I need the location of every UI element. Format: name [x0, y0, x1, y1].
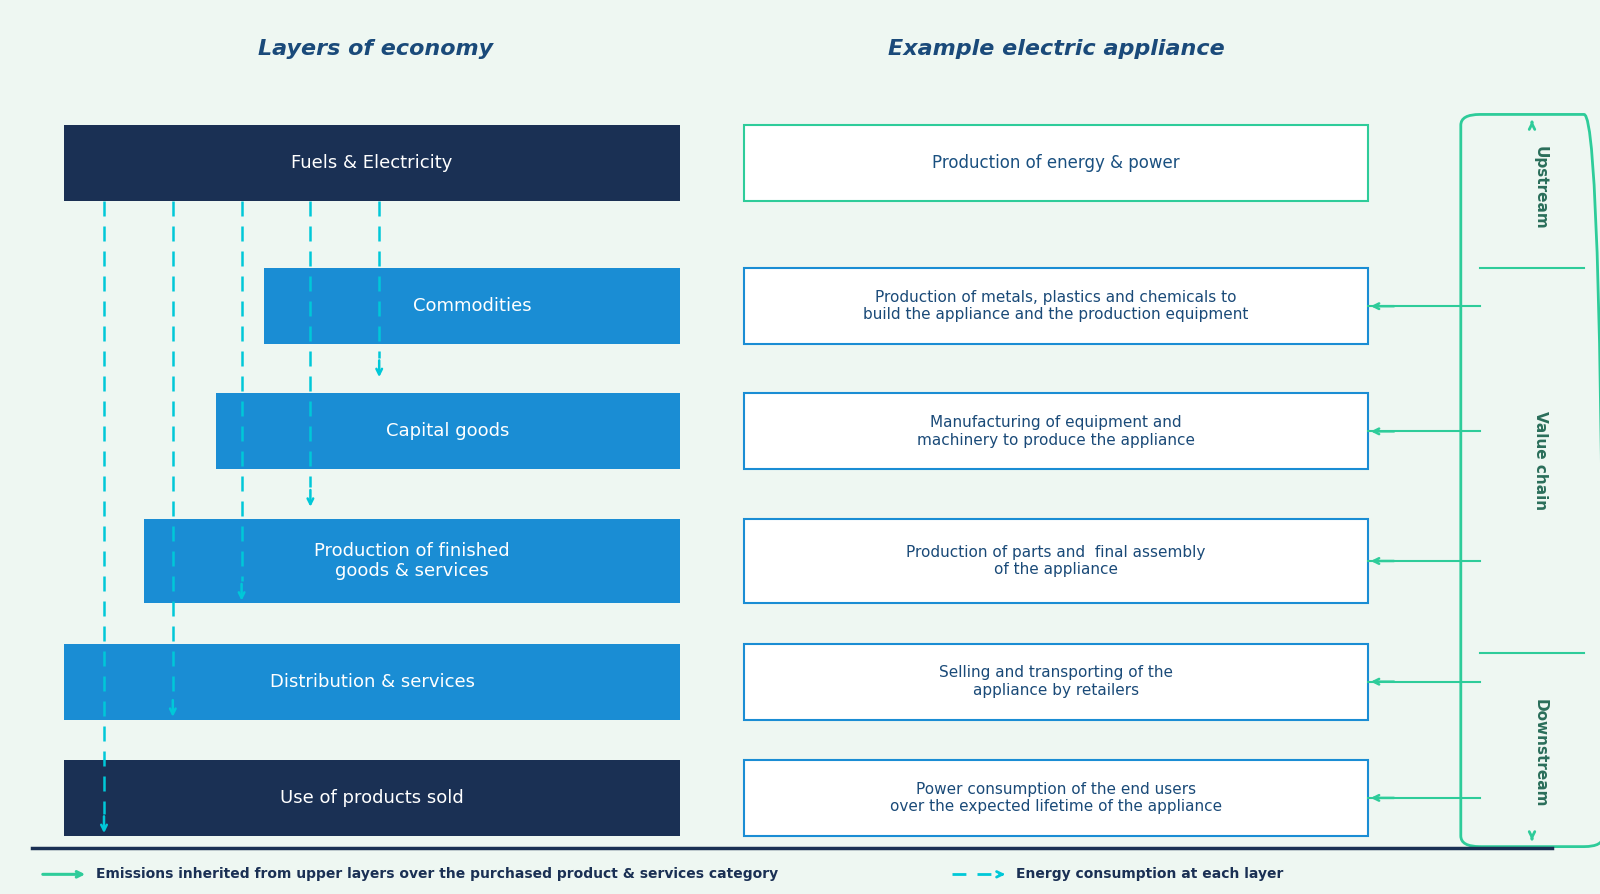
Text: Upstream: Upstream [1533, 146, 1547, 230]
FancyBboxPatch shape [64, 760, 680, 836]
FancyBboxPatch shape [744, 760, 1368, 836]
Text: Manufacturing of equipment and
machinery to produce the appliance: Manufacturing of equipment and machinery… [917, 415, 1195, 448]
Text: Layers of economy: Layers of economy [259, 39, 493, 59]
Text: Example electric appliance: Example electric appliance [888, 39, 1224, 59]
Text: Production of metals, plastics and chemicals to
build the appliance and the prod: Production of metals, plastics and chemi… [864, 290, 1248, 323]
FancyBboxPatch shape [744, 644, 1368, 720]
FancyBboxPatch shape [216, 393, 680, 469]
Text: Emissions inherited from upper layers over the purchased product & services cate: Emissions inherited from upper layers ov… [96, 867, 778, 881]
Text: Use of products sold: Use of products sold [280, 789, 464, 807]
FancyBboxPatch shape [744, 393, 1368, 469]
Text: Production of finished
goods & services: Production of finished goods & services [314, 542, 510, 580]
Text: Selling and transporting of the
appliance by retailers: Selling and transporting of the applianc… [939, 665, 1173, 698]
Text: Commodities: Commodities [413, 297, 531, 316]
FancyBboxPatch shape [64, 644, 680, 720]
Text: Energy consumption at each layer: Energy consumption at each layer [1016, 867, 1283, 881]
Text: Value chain: Value chain [1533, 411, 1547, 510]
Text: Production of parts and  final assembly
of the appliance: Production of parts and final assembly o… [906, 544, 1206, 578]
Text: Power consumption of the end users
over the expected lifetime of the appliance: Power consumption of the end users over … [890, 781, 1222, 814]
Text: Fuels & Electricity: Fuels & Electricity [291, 154, 453, 173]
Text: Production of energy & power: Production of energy & power [933, 154, 1179, 173]
FancyBboxPatch shape [744, 125, 1368, 201]
FancyBboxPatch shape [64, 125, 680, 201]
Text: Downstream: Downstream [1533, 699, 1547, 807]
FancyBboxPatch shape [744, 519, 1368, 603]
FancyBboxPatch shape [264, 268, 680, 344]
Text: Distribution & services: Distribution & services [269, 672, 475, 691]
FancyBboxPatch shape [144, 519, 680, 603]
FancyBboxPatch shape [744, 268, 1368, 344]
Text: Capital goods: Capital goods [386, 422, 510, 441]
